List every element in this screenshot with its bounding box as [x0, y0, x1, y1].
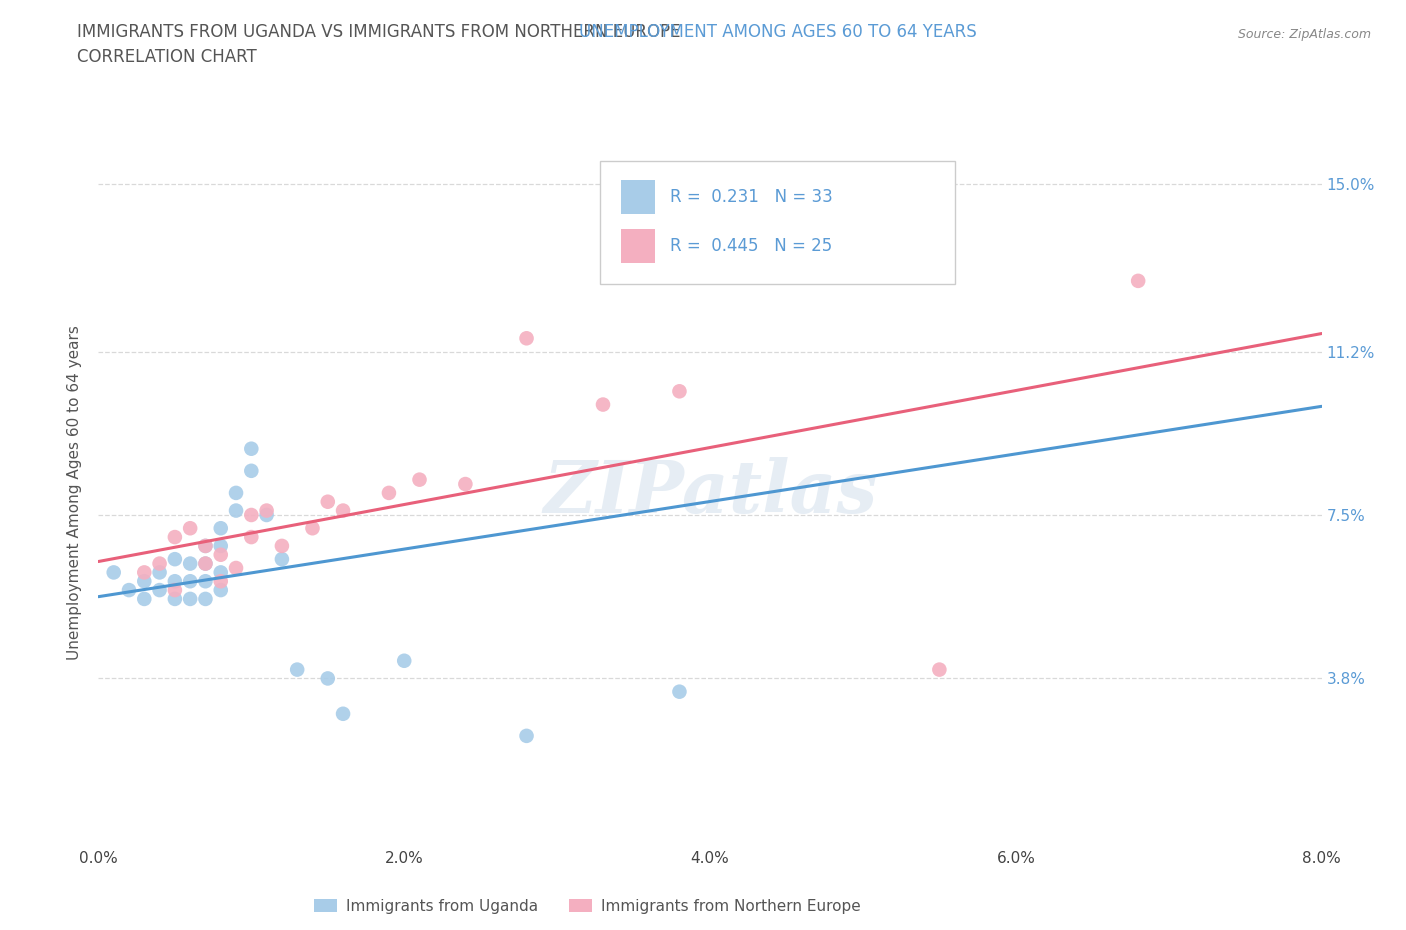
- Text: ZIPatlas: ZIPatlas: [543, 458, 877, 528]
- Point: [194, 556, 217, 571]
- Point: [209, 565, 232, 580]
- Point: [256, 508, 278, 523]
- Point: [256, 503, 278, 518]
- Point: [408, 472, 430, 487]
- Text: UNEMPLOYMENT AMONG AGES 60 TO 64 YEARS: UNEMPLOYMENT AMONG AGES 60 TO 64 YEARS: [579, 23, 977, 41]
- Point: [194, 574, 217, 589]
- Point: [516, 331, 538, 346]
- Bar: [620, 179, 655, 214]
- Point: [163, 574, 186, 589]
- Point: [378, 485, 401, 500]
- Point: [134, 565, 156, 580]
- Point: [118, 582, 141, 598]
- Point: [332, 707, 354, 722]
- Point: [270, 551, 294, 566]
- Text: CORRELATION CHART: CORRELATION CHART: [77, 48, 257, 66]
- Point: [592, 397, 614, 412]
- Point: [316, 495, 339, 510]
- Point: [270, 538, 294, 553]
- Point: [240, 463, 263, 478]
- Point: [225, 485, 247, 500]
- Point: [332, 503, 354, 518]
- Point: [285, 662, 308, 677]
- Point: [149, 582, 172, 598]
- Point: [179, 556, 201, 571]
- Point: [103, 565, 125, 580]
- Point: [209, 574, 232, 589]
- Point: [668, 384, 690, 399]
- Text: R =  0.231   N = 33: R = 0.231 N = 33: [669, 188, 832, 206]
- Point: [668, 684, 690, 699]
- Point: [163, 591, 186, 606]
- Point: [163, 530, 186, 545]
- Point: [240, 508, 263, 523]
- Bar: [620, 230, 655, 263]
- Point: [454, 477, 477, 492]
- Point: [194, 556, 217, 571]
- Point: [194, 538, 217, 553]
- Point: [194, 591, 217, 606]
- Point: [209, 538, 232, 553]
- Point: [928, 662, 950, 677]
- Point: [149, 565, 172, 580]
- Text: IMMIGRANTS FROM UGANDA VS IMMIGRANTS FROM NORTHERN EUROPE: IMMIGRANTS FROM UGANDA VS IMMIGRANTS FRO…: [77, 23, 686, 41]
- Point: [209, 521, 232, 536]
- Point: [316, 671, 339, 686]
- Point: [912, 177, 935, 192]
- Point: [240, 442, 263, 457]
- Point: [209, 547, 232, 562]
- Point: [179, 574, 201, 589]
- Point: [163, 551, 186, 566]
- Text: Source: ZipAtlas.com: Source: ZipAtlas.com: [1237, 28, 1371, 41]
- Point: [179, 591, 201, 606]
- Point: [163, 582, 186, 598]
- Point: [392, 653, 416, 668]
- Point: [301, 521, 323, 536]
- Y-axis label: Unemployment Among Ages 60 to 64 years: Unemployment Among Ages 60 to 64 years: [67, 326, 83, 660]
- Point: [149, 556, 172, 571]
- Point: [209, 582, 232, 598]
- Point: [134, 574, 156, 589]
- Point: [134, 591, 156, 606]
- Point: [179, 521, 201, 536]
- Point: [225, 561, 247, 576]
- FancyBboxPatch shape: [600, 161, 955, 285]
- Legend: Immigrants from Uganda, Immigrants from Northern Europe: Immigrants from Uganda, Immigrants from …: [308, 893, 868, 920]
- Point: [516, 728, 538, 743]
- Point: [225, 503, 247, 518]
- Point: [194, 538, 217, 553]
- Point: [240, 530, 263, 545]
- Point: [1128, 273, 1150, 288]
- Text: R =  0.445   N = 25: R = 0.445 N = 25: [669, 237, 832, 255]
